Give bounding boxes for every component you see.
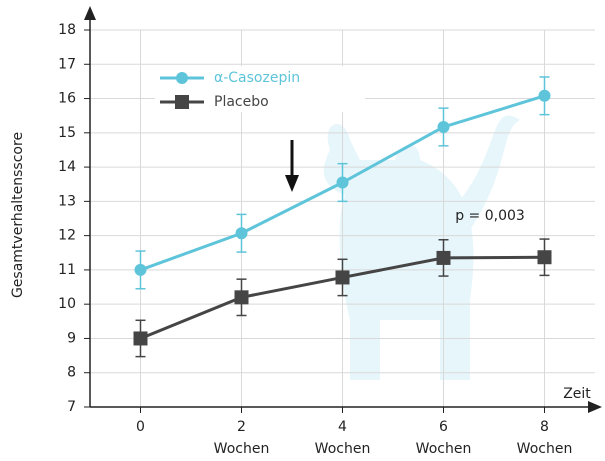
x-tick-sublabel: Wochen (416, 441, 472, 457)
annotation: p = 0,003 (455, 208, 525, 224)
legend-marker (176, 72, 188, 84)
x-tick-sublabel: Wochen (214, 441, 270, 457)
legend-marker (175, 95, 189, 109)
cat-silhouette (324, 115, 520, 380)
marker (135, 264, 147, 276)
arrow-head (285, 175, 299, 192)
marker (336, 270, 350, 284)
y-tick-label: 16 (58, 91, 76, 107)
y-tick-label: 15 (58, 125, 76, 141)
y-tick-label: 10 (58, 296, 76, 312)
marker (539, 90, 551, 102)
legend-label: Placebo (214, 94, 269, 110)
y-tick-label: 14 (58, 159, 76, 175)
y-axis-arrow (84, 6, 96, 20)
marker (236, 227, 248, 239)
x-tick-label: 2 (237, 419, 246, 435)
y-axis-label: Gesamtverhaltensscore (10, 132, 26, 298)
x-axis-label: Zeit (563, 386, 591, 402)
y-tick-label: 7 (67, 399, 76, 415)
y-tick-label: 8 (67, 365, 76, 381)
x-tick-label: 0 (136, 419, 145, 435)
y-tick-label: 13 (58, 193, 76, 209)
chart: Gesamtverhaltensscore Zeit 7 8 9 10 11 12 13 14… (0, 0, 605, 457)
y-tick-label: 11 (58, 262, 76, 278)
plot: 7 8 9 10 11 12 13 14 15 16 17 18 0 2 Wochen 4 Wochen 6 Woc… (58, 22, 595, 457)
y-tick-label: 17 (58, 56, 76, 72)
legend-label: α-Casozepin (214, 70, 300, 86)
y-tick-label: 12 (58, 228, 76, 244)
marker (134, 331, 148, 345)
x-tick-sublabel: Wochen (315, 441, 371, 457)
marker (235, 290, 249, 304)
marker (337, 177, 349, 189)
x-tick-label: 6 (439, 419, 448, 435)
x-axis-arrow (588, 401, 602, 413)
y-tick-label: 9 (67, 330, 76, 346)
x-tick-label: 8 (540, 419, 549, 435)
x-tick-sublabel: Wochen (517, 441, 573, 457)
y-tick-label: 18 (58, 22, 76, 38)
marker (538, 250, 552, 264)
marker (438, 121, 450, 133)
x-tick-label: 4 (338, 419, 347, 435)
marker (437, 251, 451, 265)
